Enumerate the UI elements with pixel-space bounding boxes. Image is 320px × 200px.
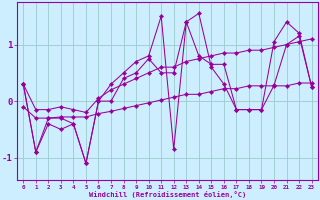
X-axis label: Windchill (Refroidissement éolien,°C): Windchill (Refroidissement éolien,°C) [89,191,246,198]
